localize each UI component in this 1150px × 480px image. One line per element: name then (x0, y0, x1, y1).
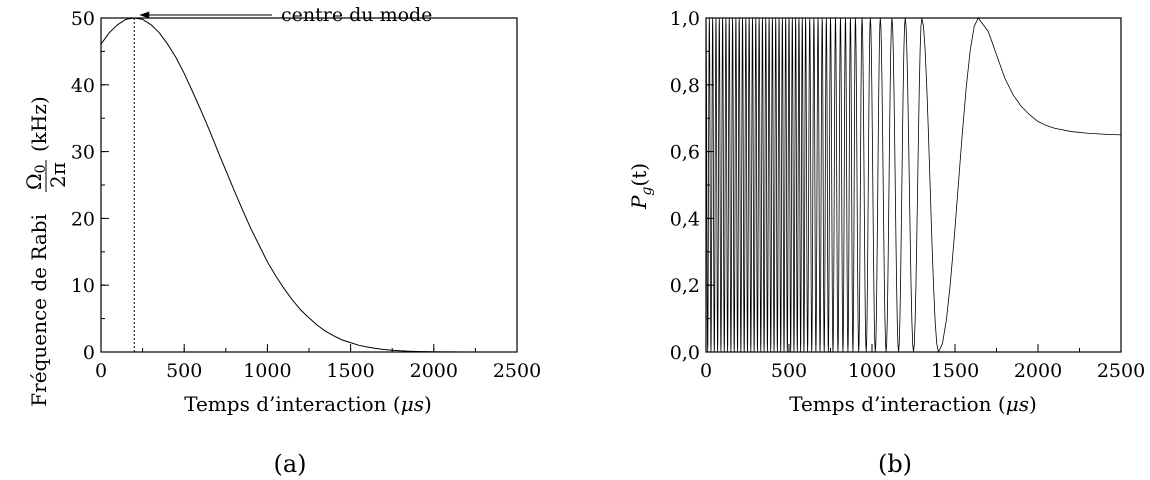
panel-a-frame (100, 17, 518, 353)
x-tick-label: 500 (166, 360, 202, 382)
panel-a-y-label-text: Fréquence de Rabi (27, 214, 51, 407)
x-tick-label: 1500 (931, 360, 979, 382)
ground-state-probability-curve (705, 17, 1122, 354)
y-tick-label: 50 (71, 8, 95, 30)
y-tick-label: 0,6 (670, 142, 700, 164)
annotation-centre-du-mode: centre du mode (281, 4, 432, 26)
x-tick-label: 1500 (326, 360, 374, 382)
x-tick-label: 0 (95, 360, 107, 382)
panel-b-x-axis-label: Temps d’interaction (μs) (789, 392, 1037, 416)
x-tick-label: 1000 (243, 360, 291, 382)
x-tick-label: 2500 (1097, 360, 1145, 382)
arrow-head (139, 11, 150, 19)
y-tick-label: 30 (71, 142, 95, 164)
panel-b-frame (705, 17, 1122, 353)
panel-b-x-tick-labels: 0 500 1000 1500 2000 2500 (700, 360, 1145, 382)
panel-a: centre du mode 0 500 1000 1500 2000 2500 0 10 2… (22, 4, 541, 478)
x-tick-label: 2500 (493, 360, 541, 382)
panel-a-y-label-omega: Ω0 (22, 164, 49, 190)
y-tick-label: 0,8 (670, 75, 700, 97)
x-tick-label: 500 (771, 360, 807, 382)
panel-a-y-label-unit: (kHz) (27, 96, 51, 152)
panel-b-y-tick-labels: 0,0 0,2 0,4 0,6 0,8 1,0 (670, 8, 700, 364)
panel-a-minor-ticks (100, 17, 518, 353)
panel-a-x-axis-label: Temps d’interaction (μs) (184, 392, 432, 416)
panel-label-b: (b) (878, 450, 912, 478)
y-tick-label: 1,0 (670, 8, 700, 30)
panel-b: 0 500 1000 1500 2000 2500 0,00,20,40,60,81,0 … (627, 8, 1145, 478)
panel-b-y-axis-label: Pg(t) (627, 163, 655, 210)
x-tick-label: 2000 (1014, 360, 1062, 382)
x-tick-label: 0 (700, 360, 712, 382)
x-tick-label: 1000 (848, 360, 896, 382)
y-tick-label: 0,4 (670, 208, 700, 230)
panel-b-y-label-text: Pg(t) (627, 163, 655, 210)
rabi-frequency-curve (100, 17, 517, 353)
y-tick-label: 20 (71, 208, 95, 230)
y-tick-label: 0,0 (670, 342, 700, 364)
annotation-arrow (139, 11, 272, 19)
panel-a-y-label-2pi: 2π (46, 162, 70, 188)
x-tick-label: 2000 (410, 360, 458, 382)
panel-a-y-axis-label: Fréquence de Rabi Ω0 2π (kHz) (22, 96, 70, 406)
panel-label-a: (a) (273, 450, 306, 478)
panel-a-y-tick-labels: 0 10 20 30 40 50 (71, 8, 95, 364)
panel-a-ticks (100, 17, 518, 353)
panel-a-x-tick-labels: 0 500 1000 1500 2000 2500 (95, 360, 541, 382)
y-tick-label: 10 (71, 275, 95, 297)
y-tick-label: 0 (83, 342, 95, 364)
y-tick-label: 40 (71, 75, 95, 97)
y-tick-label: 0,2 (670, 275, 700, 297)
